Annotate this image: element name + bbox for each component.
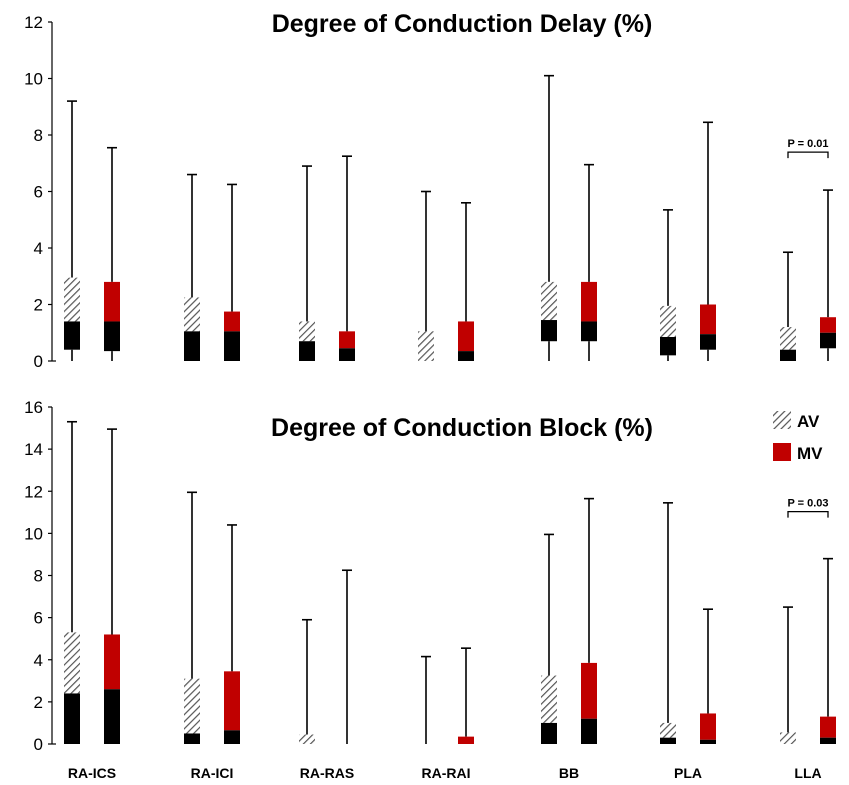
av-lower-box [184,331,200,361]
av-upper-box [541,281,557,321]
mv-upper-box [581,662,597,719]
conduction-block-chart: Degree of Conduction Block (%) AV MV 0 2 4… [24,398,836,754]
significance-bracket [787,151,829,159]
x-category-label: RA-RAI [422,765,471,781]
av-upper-box [780,732,796,744]
mv-upper-box [458,736,474,744]
mv-lower-box [224,730,240,744]
mv-upper-box [339,331,355,349]
av-lower-box [64,693,80,744]
p-value-label: P = 0.03 [787,498,828,510]
mv-lower-box [339,348,355,361]
mv-upper-box [224,671,240,731]
av-upper-box [780,327,796,350]
y-tick-label: 6 [34,609,43,628]
y-tick-label: 16 [24,398,43,417]
y-tick-label: 10 [24,70,43,89]
mv-lower-box [820,737,836,744]
av-upper-box [184,297,200,332]
av-lower-box [541,320,557,342]
x-category-label: BB [559,765,579,781]
x-axis-category-labels: RA-ICS RA-ICI RA-RAS RA-RAI BB PLA LLA [68,765,822,781]
av-lower-box [660,737,676,744]
y-tick-label: 12 [24,13,43,32]
mv-lower-box [224,331,240,361]
mv-upper-box [224,311,240,332]
av-upper-box [64,277,80,322]
chart-title: Degree of Conduction Delay (%) [272,10,653,38]
x-category-label: LLA [794,765,821,781]
y-tick-label: 6 [34,183,43,202]
av-upper-box [184,678,200,734]
mv-lower-box [581,718,597,744]
x-category-label: RA-RAS [300,765,354,781]
legend-label-mv: MV [797,444,823,463]
mv-upper-box [820,317,836,333]
y-tick-label: 0 [34,735,43,754]
mv-lower-box [458,351,474,361]
mv-upper-box [104,634,120,690]
y-tick-label: 10 [24,524,43,543]
mv-lower-box [104,689,120,744]
y-tick-label: 8 [34,567,43,586]
legend-swatch-av [773,411,791,429]
av-lower-box [299,341,315,361]
av-upper-box [299,734,315,744]
significance-bracket [787,511,829,518]
x-category-label: RA-ICI [191,765,234,781]
mv-upper-box [700,304,716,335]
mv-lower-box [104,321,120,352]
conduction-delay-chart: Degree of Conduction Delay (%) 0 2 4 6 8 10 12… [24,10,836,371]
mv-lower-box [581,321,597,342]
av-upper-box [541,675,557,723]
av-lower-box [541,722,557,744]
mv-lower-box [820,332,836,349]
mv-upper-box [700,713,716,740]
mv-lower-box [700,739,716,744]
av-upper-box [64,632,80,694]
av-upper-box [418,331,434,361]
y-tick-label: 12 [24,482,43,501]
p-value-label: P = 0.01 [787,138,828,150]
y-tick-label: 2 [34,693,43,712]
mv-upper-box [104,281,120,322]
mv-lower-box [700,334,716,350]
y-tick-label: 4 [34,239,43,258]
mv-upper-box [581,281,597,322]
legend: AV MV [773,411,823,463]
x-category-label: PLA [674,765,702,781]
y-tick-label: 14 [24,440,43,459]
y-tick-label: 2 [34,296,43,315]
legend-swatch-mv [773,443,791,461]
av-lower-box [780,349,796,361]
y-tick-label: 0 [34,352,43,371]
y-tick-label: 8 [34,126,43,145]
av-lower-box [660,336,676,356]
av-upper-box [299,321,315,342]
av-lower-box [64,321,80,350]
av-upper-box [660,722,676,738]
mv-upper-box [820,716,836,738]
mv-upper-box [458,321,474,352]
av-lower-box [184,733,200,744]
av-upper-box [660,305,676,337]
y-tick-label: 4 [34,651,43,670]
x-category-label: RA-ICS [68,765,116,781]
legend-label-av: AV [797,412,820,431]
chart-title: Degree of Conduction Block (%) [271,414,653,442]
